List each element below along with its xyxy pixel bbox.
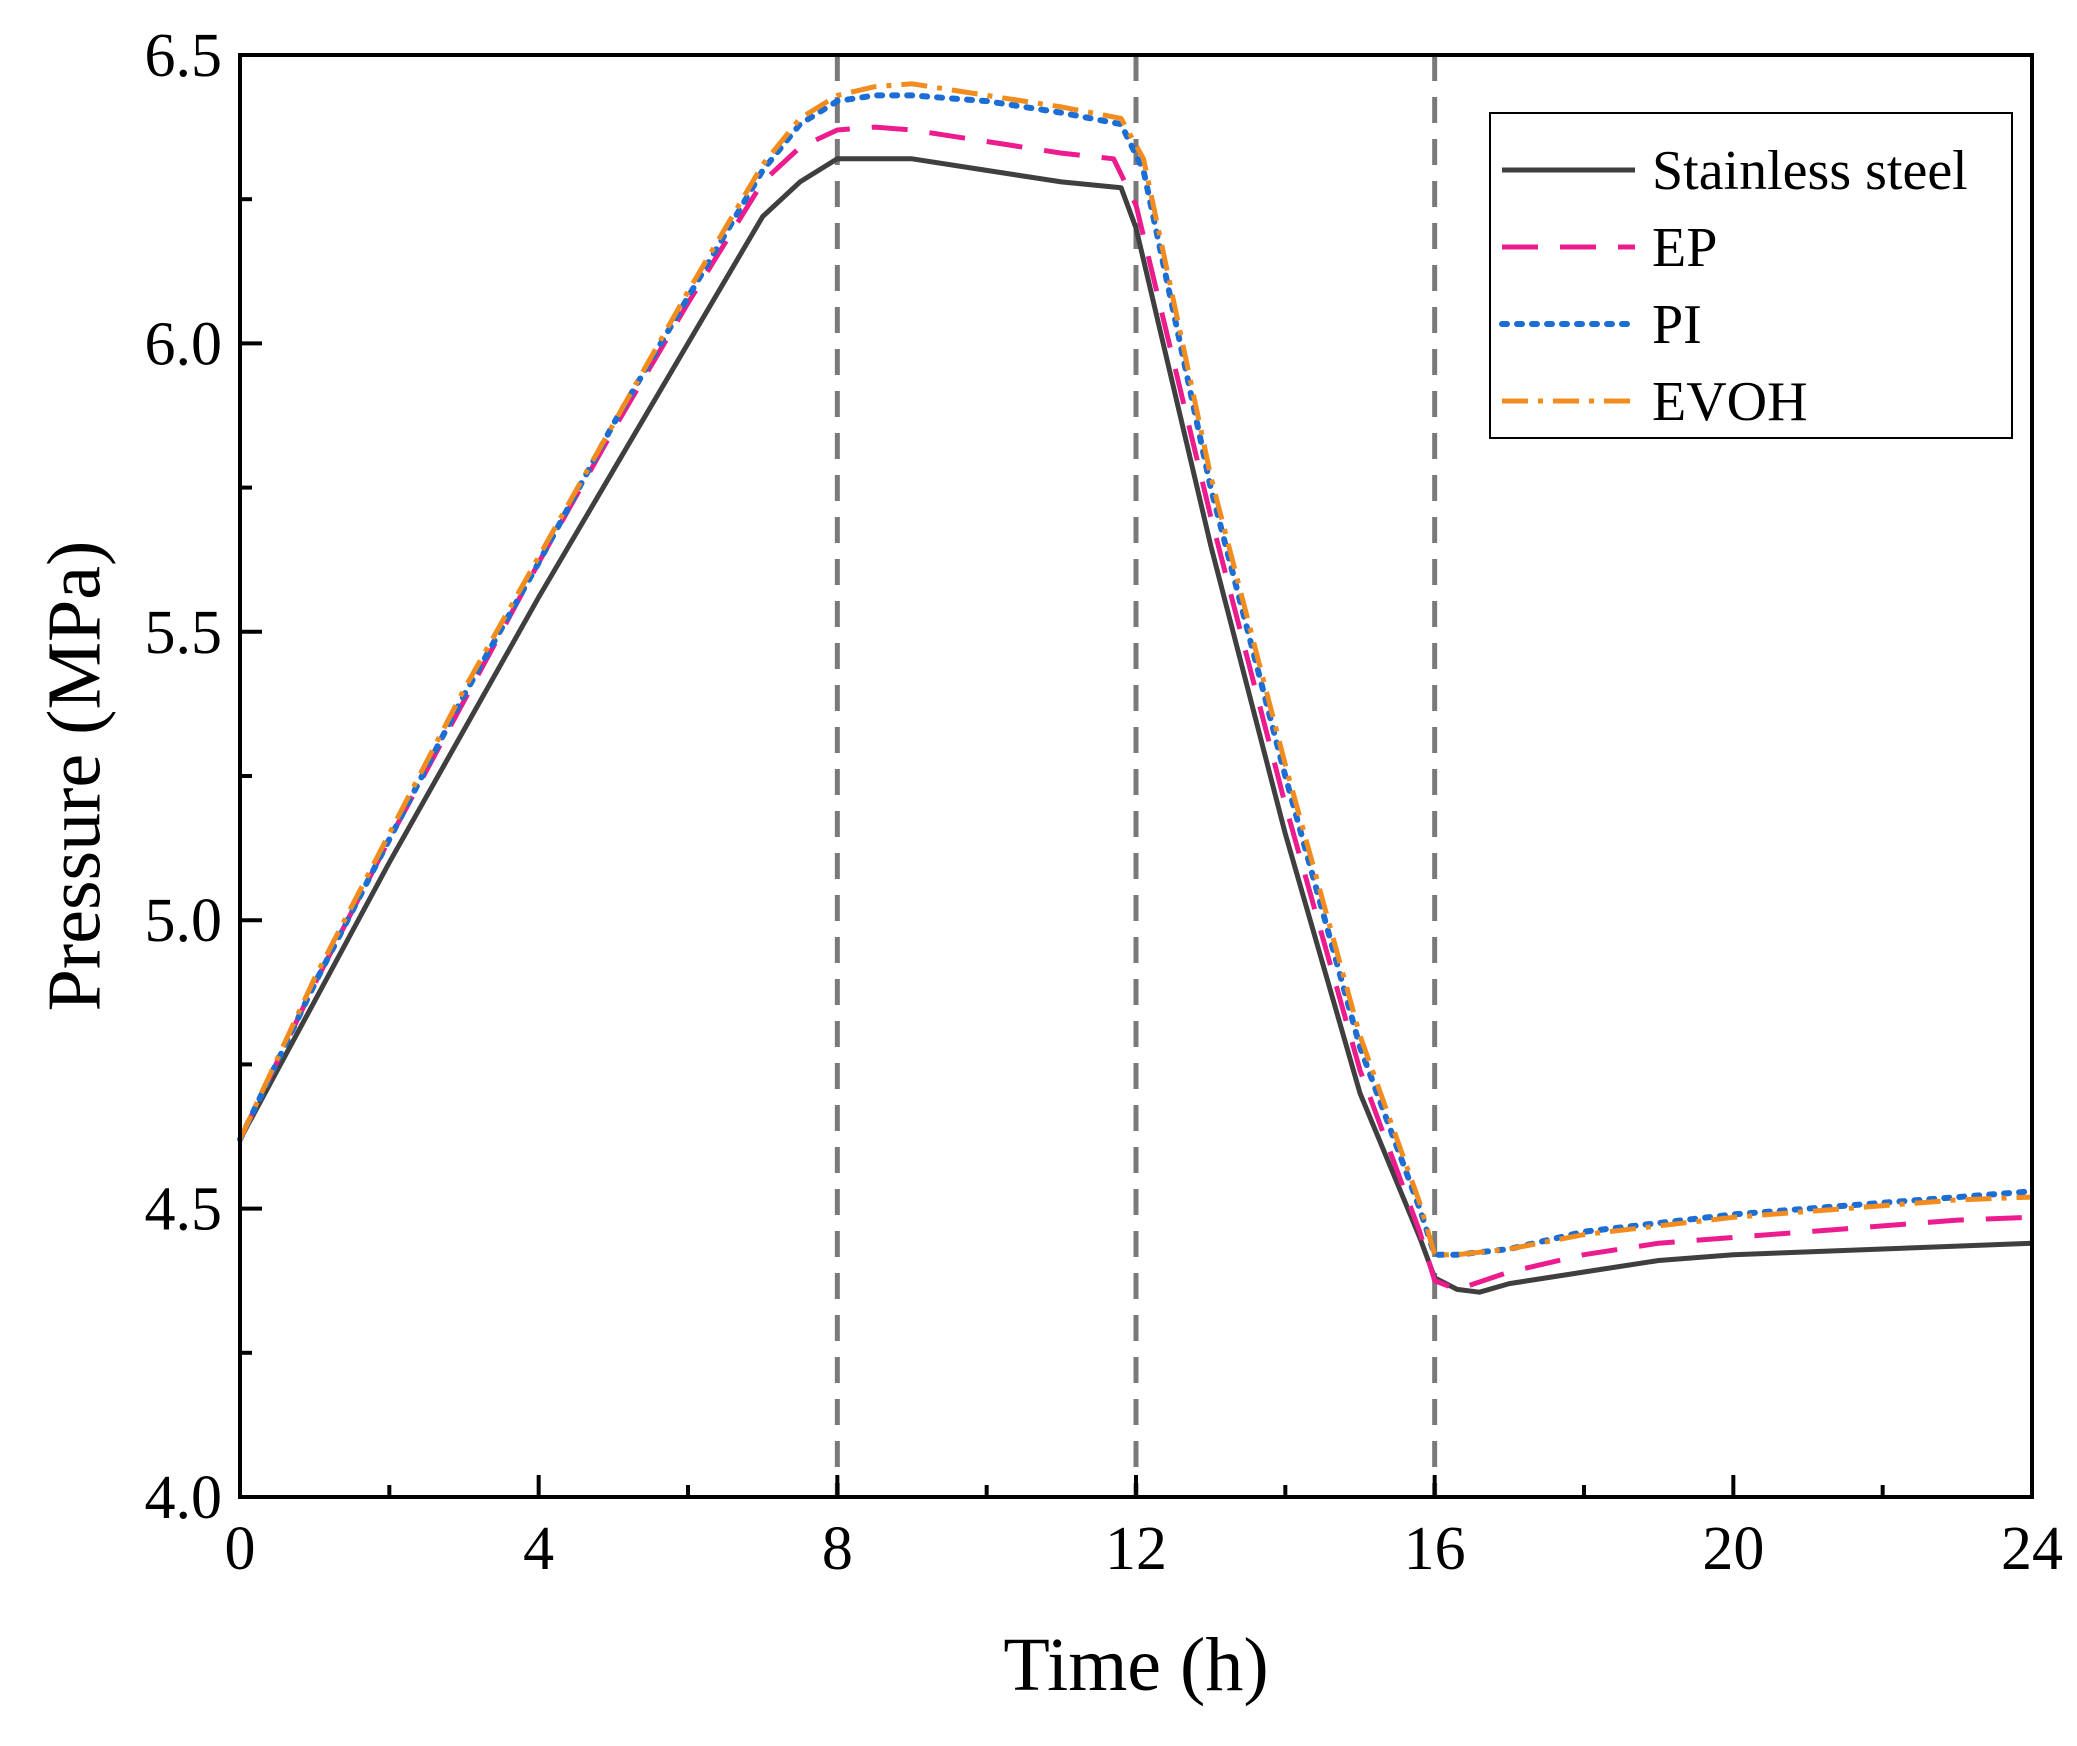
y-tick-label: 6.5: [145, 22, 223, 90]
x-tick-label: 12: [1105, 1515, 1167, 1583]
y-tick-label: 5.5: [145, 599, 223, 667]
series-line-ep: [237, 124, 2033, 1292]
legend-label: EP: [1652, 217, 1717, 279]
x-tick-label: 4: [523, 1515, 554, 1583]
y-axis-title: Pressure (MPa): [32, 541, 116, 1012]
x-axis-title: Time (h): [1003, 1623, 1268, 1707]
legend: Stainless steel EP PI EVOH: [1489, 112, 2013, 439]
y-tick-label: 6.0: [145, 310, 223, 378]
x-tick-label: 24: [2001, 1515, 2063, 1583]
y-tick-label: 4.0: [145, 1464, 223, 1532]
axis-ticks: [238, 53, 2034, 1499]
series-line-stainless-steel: [237, 156, 2033, 1295]
vertical-reference-lines: [834, 55, 1438, 1497]
legend-label: PI: [1652, 294, 1702, 356]
x-tick-label: 8: [822, 1515, 853, 1583]
x-tick-label: 0: [225, 1515, 256, 1583]
x-tick-label: 20: [1702, 1515, 1764, 1583]
legend-label: EVOH: [1652, 371, 1808, 433]
series-lines: [237, 81, 2035, 1295]
y-tick-label: 5.0: [145, 887, 223, 955]
series-line-evoh: [237, 81, 2033, 1258]
x-tick-label: 16: [1404, 1515, 1466, 1583]
y-tick-label: 4.5: [145, 1176, 223, 1244]
tick-labels: 0 4 8 12 16 20 24 4.0 4.5 5.0 5.5 6.0 6.5: [145, 22, 2064, 1583]
legend-label: Stainless steel: [1652, 140, 1968, 202]
legend-box: [1489, 112, 2013, 439]
